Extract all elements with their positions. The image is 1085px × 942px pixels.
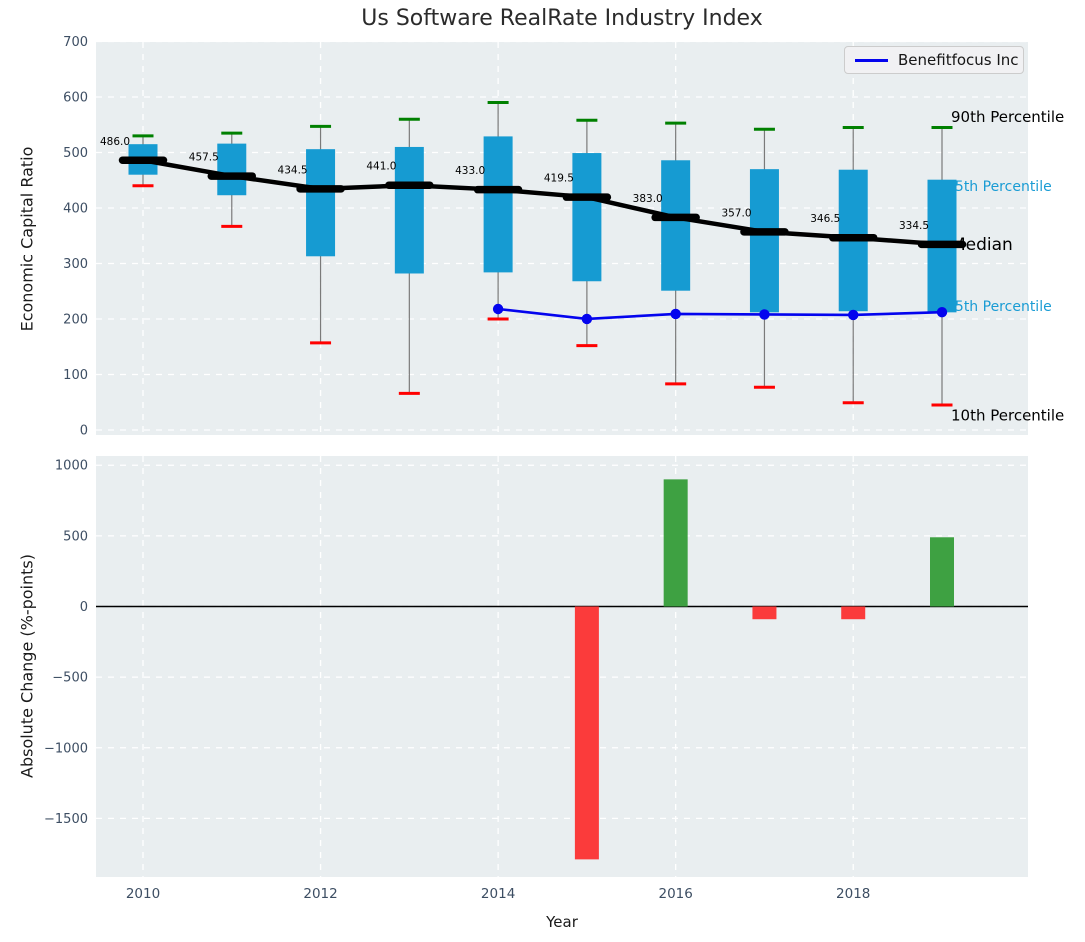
top-ytick-label-500: 500	[63, 146, 88, 161]
company-dot-2018	[848, 309, 859, 321]
annotation-10th-percentile: 10th Percentile	[951, 406, 1064, 424]
iqr-box-2015	[572, 153, 602, 282]
x-axis-label: Year	[546, 913, 578, 931]
top-ytick-label-700: 700	[63, 35, 88, 50]
company-dot-2017	[759, 309, 770, 320]
bottom-ytick-label-500: 500	[63, 529, 88, 544]
bottom-ytick-label-0: 0	[80, 600, 88, 615]
top-ytick-label-100: 100	[63, 368, 88, 383]
iqr-box-2017	[749, 169, 779, 313]
median-line	[142, 158, 943, 247]
company-dot-2019	[936, 307, 948, 318]
chart-title: Us Software RealRate Industry Index	[361, 6, 763, 31]
bottom-ytick-label-1000: 1000	[55, 459, 88, 474]
annotation-25th-percentile: 25th Percentile	[946, 299, 1052, 315]
median-value-label-2019: 334.5	[899, 220, 929, 232]
median-value-label-2010: 486.0	[100, 136, 130, 148]
change-bar-2019	[930, 537, 954, 607]
company-dot-2015	[581, 313, 593, 325]
bottom-ytick-label--500: −500	[52, 671, 88, 686]
change-bar-2016	[663, 479, 688, 607]
median-value-label-2011: 457.5	[189, 152, 219, 164]
xtick-label-2016: 2016	[658, 886, 692, 902]
annotation-90th-percentile: 90th Percentile	[951, 108, 1064, 126]
xtick-label-2014: 2014	[481, 886, 515, 902]
iqr-box-2012	[306, 149, 336, 257]
legend: Benefitfocus Inc	[844, 46, 1024, 74]
legend-line-sample	[855, 58, 888, 62]
annotation-75th-percentile: 75th Percentile	[946, 179, 1052, 195]
change-bar-2017	[752, 606, 777, 620]
top-ytick-label-600: 600	[63, 91, 88, 106]
change-bar-2018	[841, 606, 866, 620]
company-line	[497, 307, 943, 321]
iqr-box-2011	[217, 143, 247, 196]
median-value-label-2017: 357.0	[721, 207, 751, 219]
median-value-label-2016: 383.0	[633, 193, 663, 205]
iqr-box-2014	[483, 136, 513, 273]
top-ytick-label-300: 300	[63, 257, 88, 272]
median-value-label-2018: 346.5	[810, 213, 840, 225]
top-ytick-label-0: 0	[80, 424, 88, 439]
median-value-label-2012: 434.5	[278, 164, 308, 176]
legend-label: Benefitfocus Inc	[898, 51, 1019, 69]
median-value-label-2015: 419.5	[544, 173, 574, 185]
company-dot-2016	[670, 308, 681, 320]
top-ytick-label-400: 400	[63, 202, 88, 217]
median-value-label-2013: 441.0	[366, 161, 396, 173]
xtick-label-2010: 2010	[126, 886, 160, 902]
bottom-ytick-label--1500: −1500	[44, 812, 88, 827]
change-bar-2015	[574, 606, 599, 860]
xtick-label-2012: 2012	[303, 886, 337, 902]
median-value-label-2014: 433.0	[455, 165, 485, 177]
bottom-plot-background	[96, 456, 1028, 877]
bottom-ytick-label--1000: −1000	[44, 741, 88, 756]
iqr-box-2016	[661, 160, 691, 291]
xtick-label-2018: 2018	[836, 886, 870, 902]
company-dot-2014	[492, 303, 504, 315]
annotation-median: Median	[951, 235, 1013, 255]
iqr-box-2013	[394, 146, 424, 274]
top-ytick-label-200: 200	[63, 313, 88, 328]
top-y-axis-label: Economic Capital Ratio	[17, 146, 37, 332]
bottom-y-axis-label: Absolute Change (%-points)	[17, 554, 37, 778]
